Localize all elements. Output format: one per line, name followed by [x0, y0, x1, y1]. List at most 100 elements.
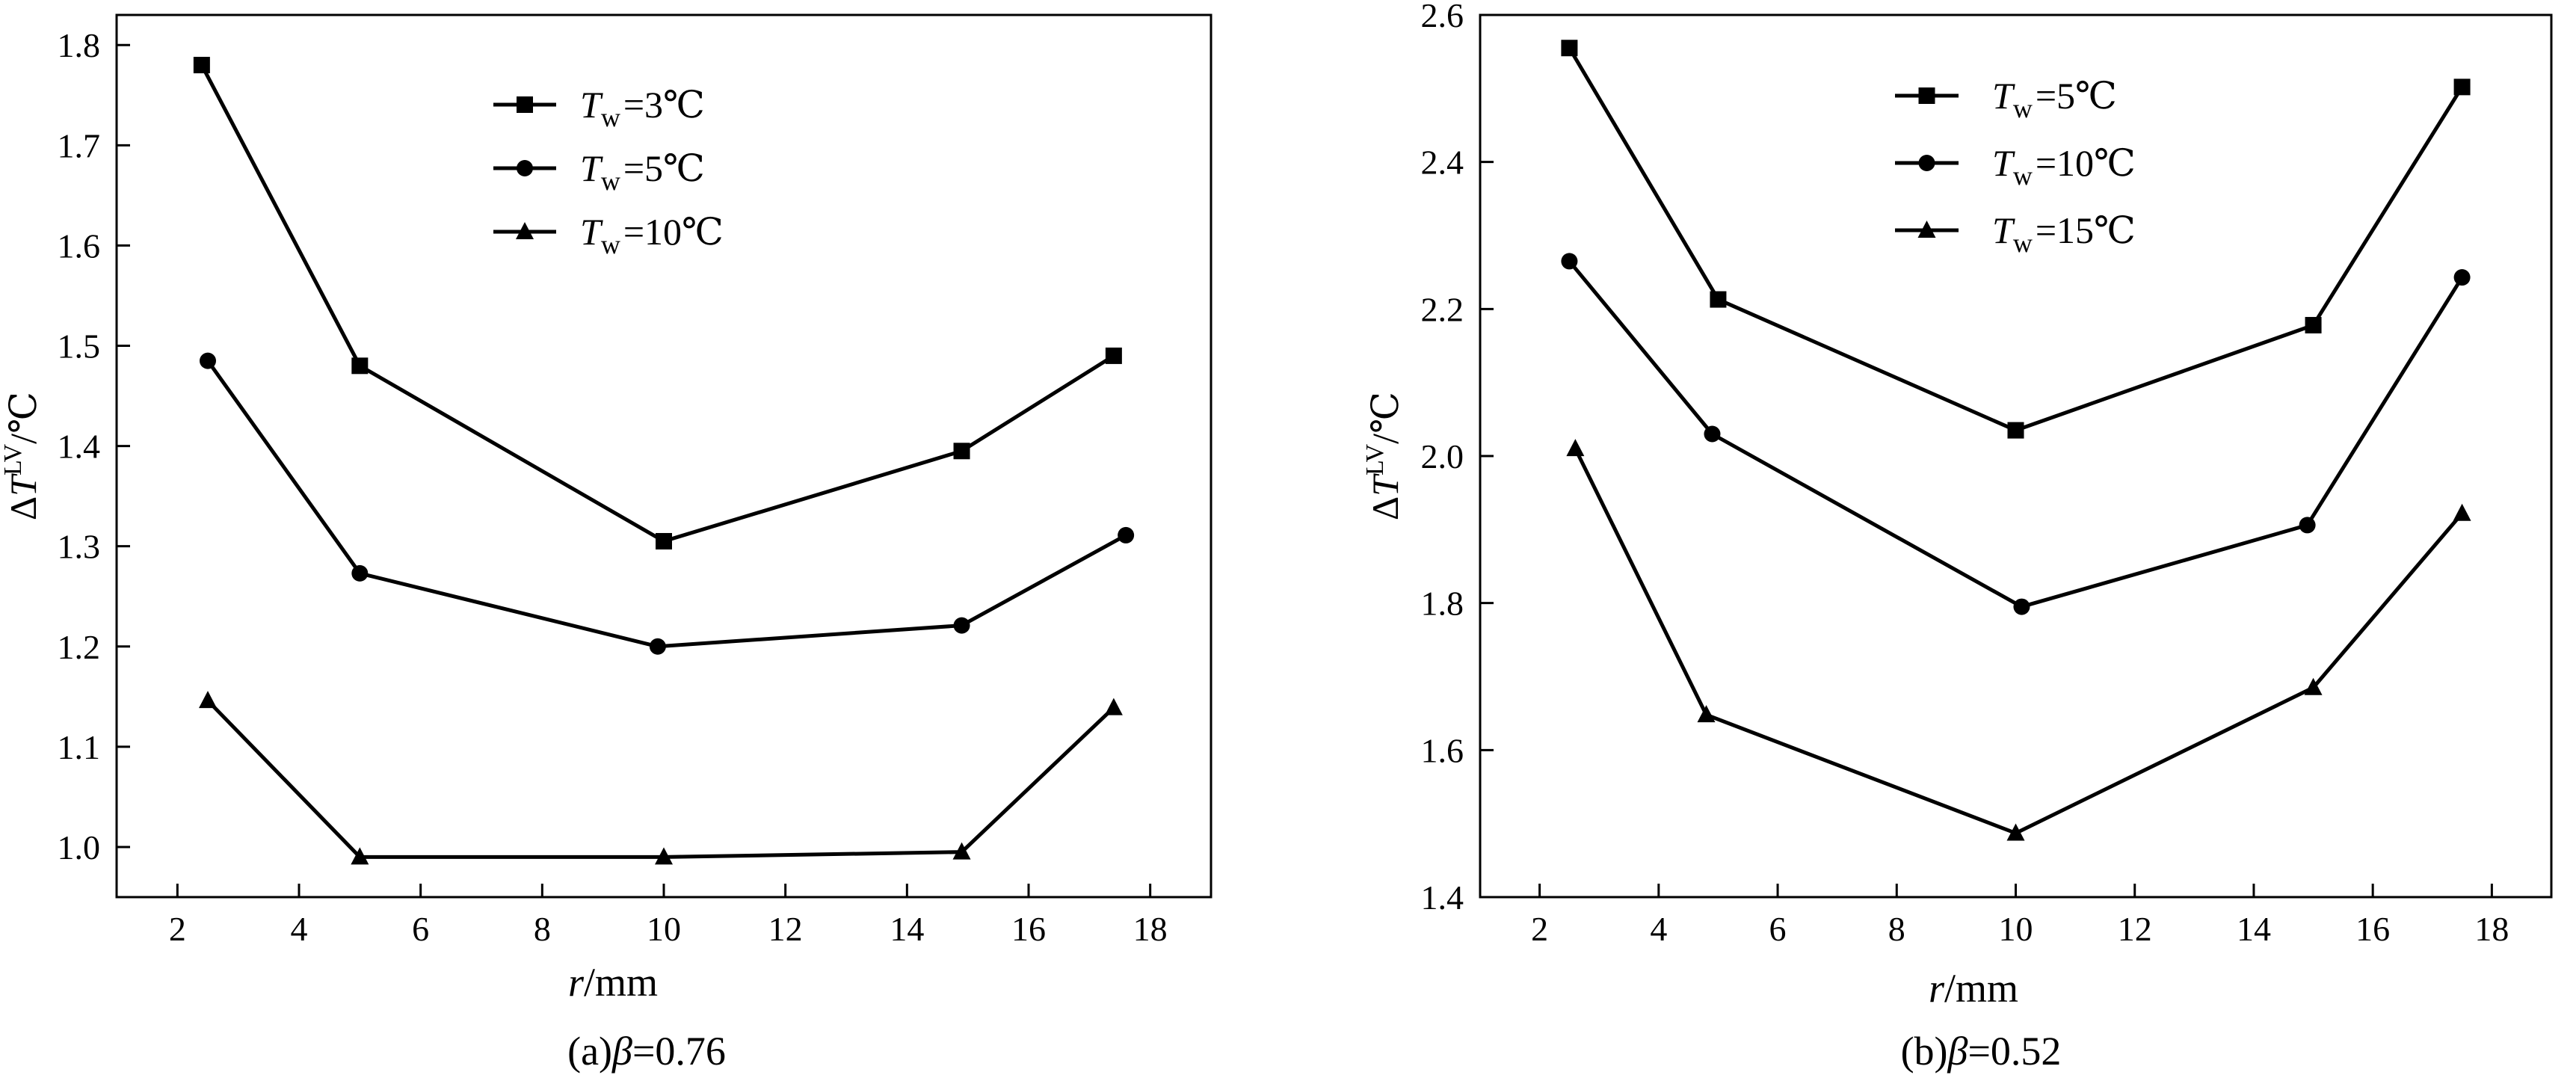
x-tick-label: 2 [1531, 910, 1548, 948]
legend-value: =10℃ [623, 211, 724, 253]
legend-entry: Tw=3℃ [580, 84, 705, 132]
data-point-circle [2453, 269, 2471, 286]
y-tick-label: 1.0 [58, 828, 101, 866]
data-point-circle [1118, 526, 1135, 544]
x-axis-label: r/mm [568, 960, 658, 1005]
data-point-circle [649, 638, 666, 655]
legend-marker-circle [517, 160, 533, 176]
caption-symbol: β [1947, 1029, 1968, 1074]
y-axis-unit: /℃ [2, 392, 44, 444]
x-tick-label: 4 [291, 910, 308, 948]
data-point-triangle [1697, 705, 1716, 723]
y-axis-label: ΔTLV/℃ [1361, 392, 1406, 520]
x-tick-label: 6 [412, 910, 429, 948]
y-tick-label: 1.7 [58, 126, 101, 164]
data-point-square [1710, 291, 1727, 308]
legend-var: T [1992, 142, 2015, 184]
caption-prefix: (b) [1901, 1029, 1948, 1074]
data-point-triangle [1566, 439, 1585, 457]
data-point-square [1561, 40, 1578, 57]
data-point-square [1105, 347, 1122, 364]
x-tick-label: 4 [1650, 910, 1667, 948]
y-tick-label: 1.6 [58, 227, 101, 265]
y-axis-var: T [1364, 473, 1406, 496]
y-tick-label: 2.0 [1421, 437, 1464, 475]
data-point-circle [2299, 517, 2316, 534]
data-point-circle [351, 564, 369, 582]
data-point-circle [1704, 425, 1721, 443]
legend-marker-triangle [516, 222, 534, 239]
legend-var: T [580, 84, 603, 126]
x-tick-label: 12 [768, 910, 803, 948]
y-axis-label: ΔTLV/℃ [0, 392, 44, 520]
caption-value: =0.76 [632, 1029, 726, 1074]
series-line-square [200, 64, 1115, 544]
chart-panel-a: 2 4 6 8 10 12 14 16 18 1.0 1.1 1.2 1.3 1.4 1.5 1.6 1.7 1.… [0, 13, 1212, 1074]
legend-marker-square [517, 96, 533, 113]
legend-entry: Tw=10℃ [1992, 142, 2136, 191]
x-tick-label: 10 [647, 910, 681, 948]
legend-var: T [1992, 209, 2015, 251]
data-point-square [351, 357, 369, 375]
x-axis-var: r [1929, 966, 1945, 1011]
data-point-triangle [655, 847, 673, 865]
x-tick-label: 8 [1888, 910, 1905, 948]
y-axis-delta: Δ [2, 496, 44, 520]
y-axis-superscript: LV [1361, 443, 1389, 475]
y-tick-label: 1.1 [58, 728, 101, 766]
legend-subscript: w [601, 166, 620, 196]
data-point-square [2453, 78, 2471, 96]
y-tick-label: 1.4 [1421, 878, 1464, 917]
legend-subscript: w [2013, 93, 2033, 123]
x-tick-label: 16 [1011, 910, 1046, 948]
x-axis-unit: /mm [1944, 966, 2018, 1011]
legend-value: =10℃ [2036, 142, 2136, 184]
y-tick-label: 1.8 [58, 26, 101, 64]
panel-caption: (a)β=0.76 [567, 1029, 726, 1074]
data-point-triangle [351, 847, 369, 865]
legend-entry: Tw=15℃ [1992, 209, 2136, 258]
data-point-square [656, 532, 672, 549]
legend: Tw=3℃Tw=5℃Tw=10℃ [493, 84, 724, 259]
data-point-triangle [199, 691, 217, 709]
y-axis-delta: Δ [1364, 496, 1406, 520]
legend-value: =5℃ [623, 147, 705, 189]
x-tick-label: 16 [2355, 910, 2390, 948]
y-tick-label: 1.5 [58, 327, 101, 366]
y-tick-label: 1.3 [58, 528, 101, 566]
legend-marker-triangle [1917, 221, 1936, 238]
caption-symbol: β [611, 1029, 632, 1074]
legend-subscript: w [601, 102, 620, 132]
legend-subscript: w [601, 230, 620, 259]
legend-subscript: w [2013, 228, 2033, 258]
y-tick-label: 2.6 [1421, 0, 1464, 34]
caption-prefix: (a) [567, 1029, 612, 1074]
y-tick-label: 1.6 [1421, 731, 1464, 769]
y-axis-var: T [2, 473, 44, 496]
legend-value: =3℃ [623, 84, 705, 126]
series-line-triangle [206, 699, 1115, 859]
data-point-triangle [1104, 698, 1123, 715]
series-line-circle [206, 360, 1127, 649]
x-axis-label: r/mm [1929, 966, 2018, 1011]
data-point-square [2305, 316, 2322, 333]
x-tick-label: 10 [1999, 910, 2033, 948]
chart-panel-b: 2 4 6 8 10 12 14 16 181.41.61.82.02.22.42.6Tw=5℃… [1361, 0, 2553, 1074]
x-tick-label: 8 [534, 910, 551, 948]
data-point-triangle [2304, 677, 2323, 695]
data-point-square [2007, 422, 2024, 439]
x-axis-var: r [568, 960, 585, 1005]
y-axis-superscript: LV [0, 443, 27, 475]
data-point-circle [200, 352, 216, 369]
legend-entry: Tw=10℃ [580, 211, 724, 259]
legend-var: T [1992, 75, 2015, 117]
data-point-triangle [2006, 823, 2025, 841]
x-tick-label: 18 [1133, 910, 1168, 948]
y-tick-label: 1.2 [58, 628, 101, 666]
data-point-circle [1561, 253, 1578, 270]
y-tick-label: 2.4 [1421, 144, 1464, 182]
data-point-square [953, 443, 970, 460]
caption-value: =0.52 [1968, 1029, 2061, 1074]
y-tick-label: 2.2 [1421, 290, 1464, 328]
